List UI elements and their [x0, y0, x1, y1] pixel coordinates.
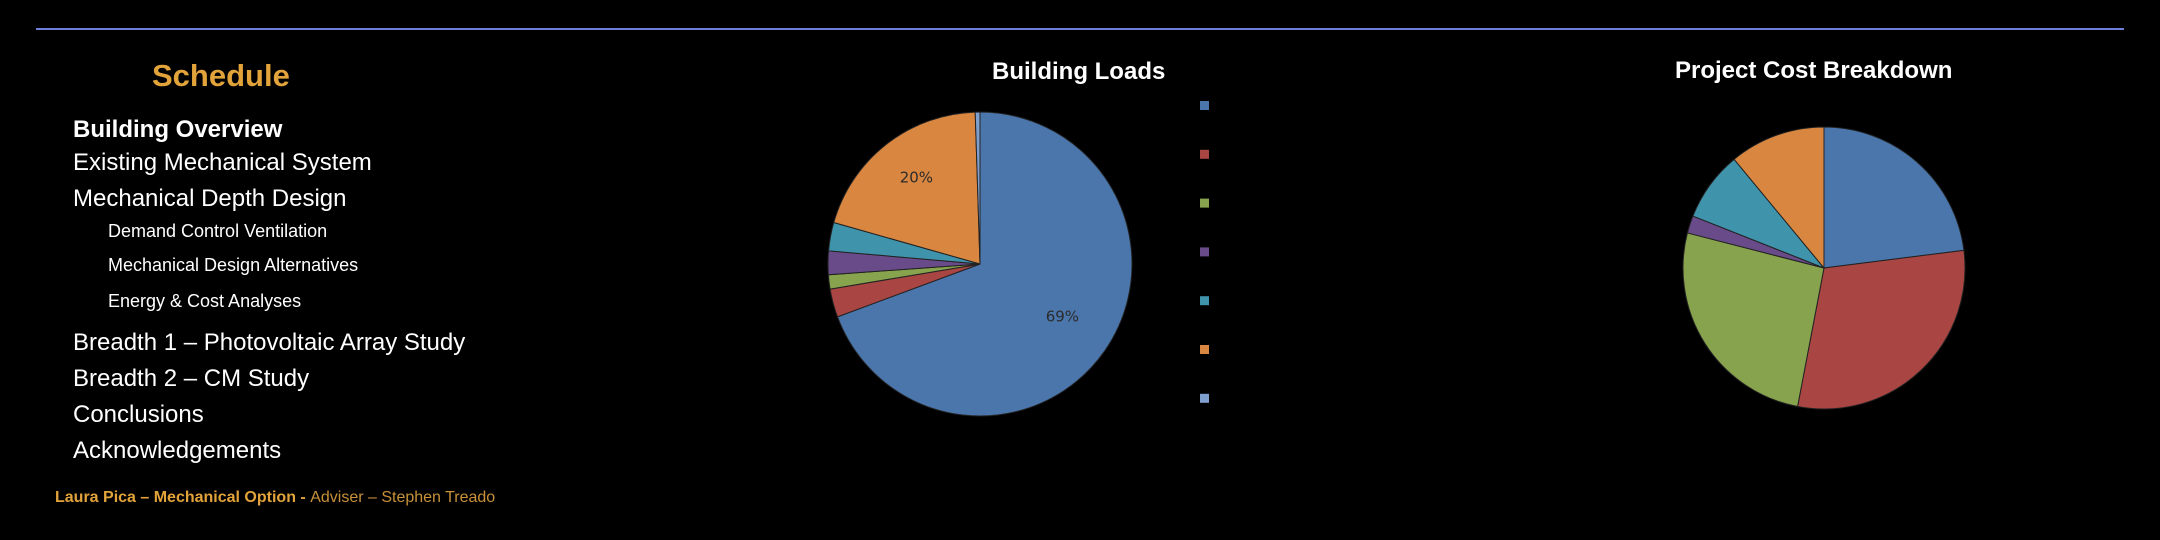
project-cost-slice-2 — [1796, 249, 1966, 410]
building-loads-title: Building Loads — [992, 58, 1166, 85]
building-loads-data-label-1: 69% — [1046, 307, 1079, 325]
nav-item-existing-mechanical-system[interactable]: Existing Mechanical System — [73, 149, 372, 176]
building-loads-slice-6 — [833, 111, 981, 265]
nav-subitem-mechanical-design-alternatives[interactable]: Mechanical Design Alternatives — [108, 255, 359, 275]
project-cost-slice-1 — [1823, 126, 1965, 269]
footer-separator: - — [295, 489, 311, 506]
building-loads-legend-swatch-2 — [1200, 149, 1209, 159]
building-loads-data-label-6: 20% — [900, 169, 933, 187]
building-loads-slice-7 — [974, 111, 981, 265]
project-cost-title: Project Cost Breakdown — [1675, 57, 1953, 84]
building-loads-legend-swatch-3 — [1200, 198, 1209, 208]
nav-item-conclusions[interactable]: Conclusions — [73, 401, 204, 428]
nav-subitem-energy-cost-analyses[interactable]: Energy & Cost Analyses — [108, 291, 302, 311]
nav-item-breadth-1[interactable]: Breadth 1 – Photovoltaic Array Study — [73, 329, 466, 356]
building-loads-legend-swatch-6 — [1200, 345, 1209, 354]
building-loads-legend-swatch-1 — [1200, 101, 1209, 110]
building-loads-legend-swatch-5 — [1200, 296, 1209, 306]
project-cost-slice-6 — [1733, 126, 1825, 270]
nav-item-building-overview[interactable]: Building Overview — [73, 116, 283, 143]
nav-item-mechanical-depth-design[interactable]: Mechanical Depth Design — [73, 185, 347, 212]
footer-author: Laura Pica – Mechanical Option — [55, 489, 296, 506]
project-cost-slice-3 — [1682, 232, 1825, 408]
schedule-nav: Building Overview Existing Mechanical Sy… — [73, 0, 673, 540]
nav-item-breadth-2[interactable]: Breadth 2 – CM Study — [73, 365, 310, 392]
footer-adviser: Adviser – Stephen Treado — [310, 489, 496, 506]
nav-subitem-demand-control-ventilation[interactable]: Demand Control Ventilation — [108, 221, 328, 241]
building-loads-slice-1 — [836, 111, 1133, 417]
schedule-title: Schedule — [152, 58, 290, 93]
footer-credit: Laura Pica – Mechanical Option - Adviser… — [55, 489, 495, 507]
building-loads-legend-swatch-7 — [1200, 393, 1209, 403]
nav-item-acknowledgements[interactable]: Acknowledgements — [73, 437, 282, 464]
top-rule — [36, 28, 2124, 30]
building-loads-legend-swatch-4 — [1200, 247, 1209, 257]
